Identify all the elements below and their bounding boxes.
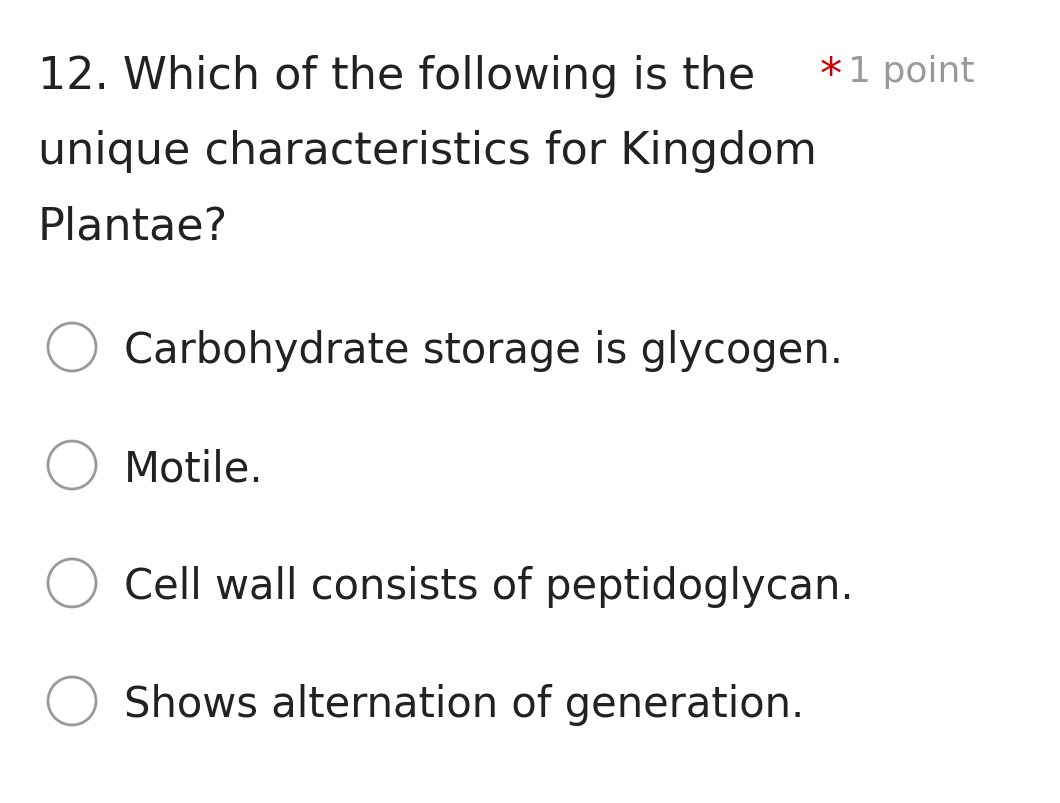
Text: Carbohydrate storage is glycogen.: Carbohydrate storage is glycogen. [124, 329, 843, 372]
Text: Motile.: Motile. [124, 447, 264, 489]
Circle shape [48, 677, 96, 725]
Text: Cell wall consists of peptidoglycan.: Cell wall consists of peptidoglycan. [124, 565, 853, 607]
Text: Plantae?: Plantae? [38, 205, 228, 247]
Circle shape [48, 442, 96, 489]
Text: unique characteristics for Kingdom: unique characteristics for Kingdom [38, 130, 817, 173]
Text: 1 point: 1 point [848, 55, 974, 89]
Text: Shows alternation of generation.: Shows alternation of generation. [124, 683, 805, 725]
Circle shape [48, 324, 96, 372]
Text: *: * [820, 55, 843, 98]
Text: 12. Which of the following is the: 12. Which of the following is the [38, 55, 755, 98]
Circle shape [48, 560, 96, 607]
